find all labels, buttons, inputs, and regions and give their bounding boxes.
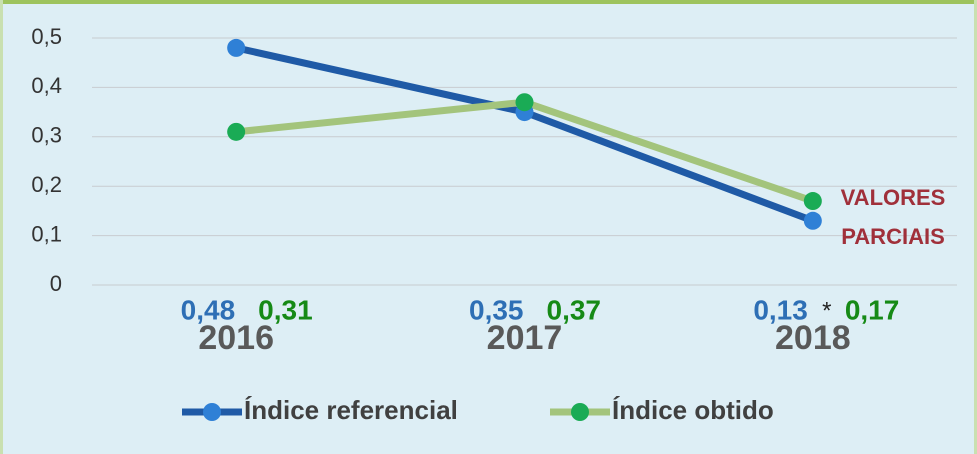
point-marker (515, 93, 534, 112)
data-label: 0,35 (469, 294, 524, 325)
footnote-mark: * (822, 297, 831, 324)
data-label: 0,17 (845, 294, 900, 325)
y-tick-label: 0,3 (31, 123, 62, 148)
x-tick-label: 2016 (198, 319, 274, 357)
point-marker (227, 122, 246, 141)
annotation: PARCIAIS (841, 224, 945, 249)
data-label: 0,31 (258, 294, 313, 325)
legend-label: Índice obtido (612, 395, 774, 425)
legend-marker (571, 403, 589, 421)
annotation: VALORES (841, 185, 946, 210)
y-tick-label: 0,4 (31, 73, 62, 98)
point-marker (803, 211, 822, 230)
y-tick-label: 0,2 (31, 172, 62, 197)
x-tick-label: 2018 (775, 319, 851, 357)
data-label: 0,13 (753, 294, 808, 325)
data-label: 0,48 (181, 294, 236, 325)
top-border (0, 0, 977, 4)
legend-marker (203, 403, 221, 421)
point-marker (803, 192, 822, 211)
data-label: 0,37 (547, 294, 602, 325)
y-tick-label: 0,1 (31, 221, 62, 246)
point-marker (227, 38, 246, 57)
y-tick-label: 0 (50, 271, 62, 296)
legend-label: Índice referencial (244, 395, 458, 425)
x-tick-label: 2017 (487, 319, 563, 357)
right-border (974, 0, 977, 454)
left-border (0, 0, 3, 454)
y-tick-label: 0,5 (31, 24, 62, 49)
